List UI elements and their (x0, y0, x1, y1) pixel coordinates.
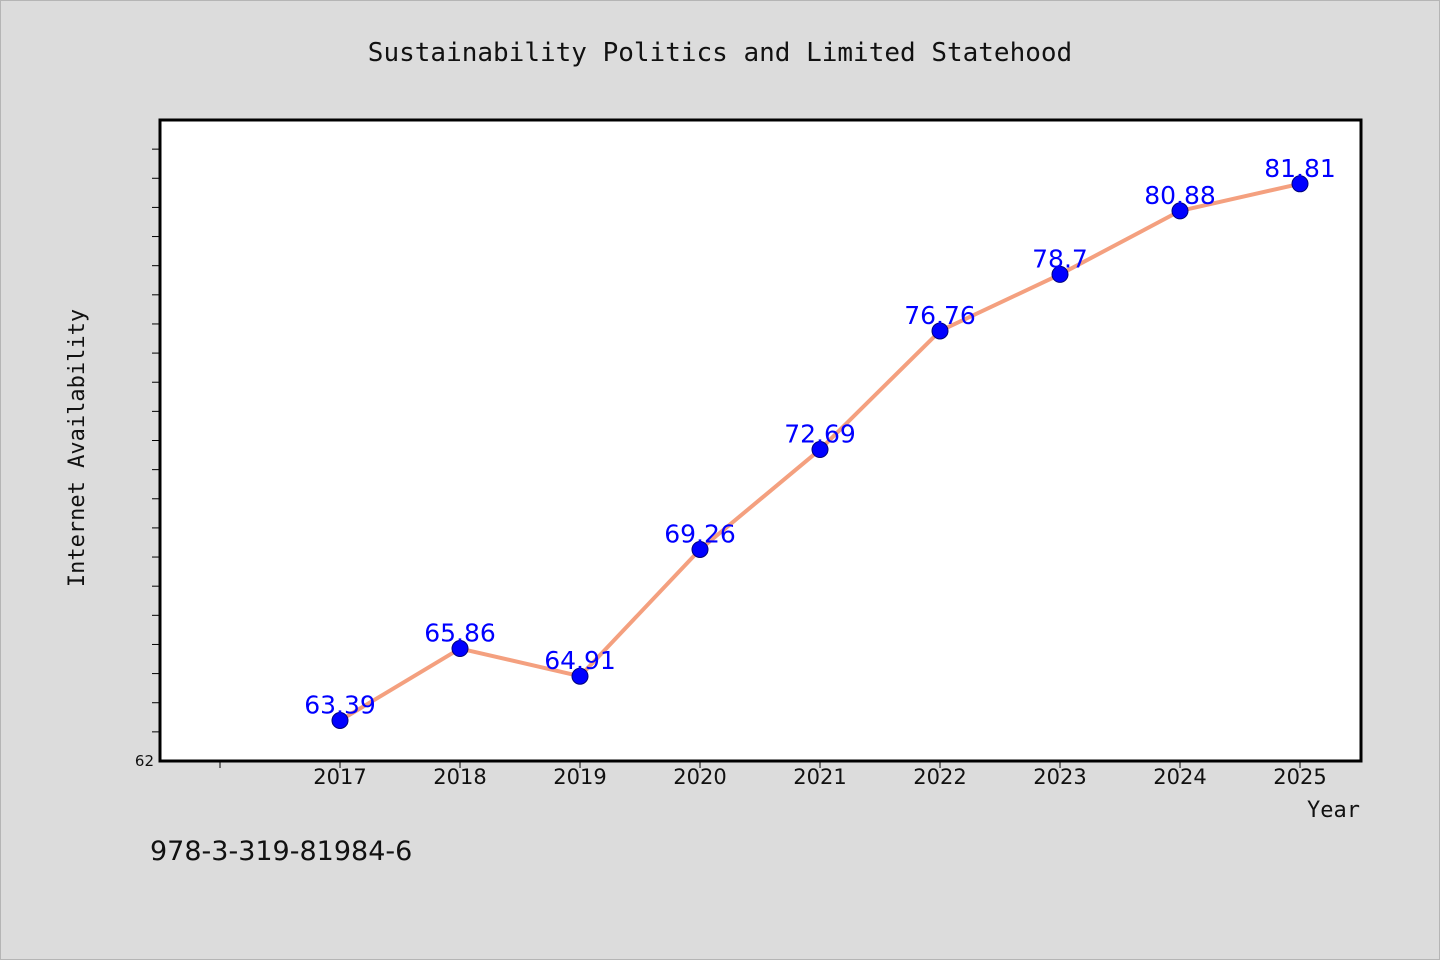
data-label: 78.7 (1032, 244, 1088, 273)
x-tick-label: 2022 (913, 765, 966, 789)
data-label: 69.26 (664, 519, 736, 548)
x-tick-label: 2020 (673, 765, 726, 789)
series-layer (331, 175, 1309, 730)
x-tick-label: 2017 (313, 765, 366, 789)
data-point-marker (451, 640, 469, 658)
data-label: 72.69 (784, 420, 856, 449)
data-label: 64.91 (544, 646, 616, 675)
x-axis-ticks: 2017 2018 2019 2020 2021 2022 2023 2024 2025 (219, 761, 1327, 789)
data-label: 80.88 (1144, 181, 1216, 210)
x-tick-label: 2019 (553, 765, 606, 789)
data-labels-layer: 63.39 65.86 64.91 69.26 72.69 76.76 78.7 80.88 8… (304, 154, 1336, 720)
plot-area (158, 118, 1363, 763)
chart-title: Sustainability Politics and Limited Stat… (368, 38, 1072, 68)
x-tick-label: 2025 (1273, 765, 1326, 789)
data-point-marker (1171, 202, 1189, 220)
data-point-marker (331, 712, 349, 730)
x-tick-label: 2023 (1033, 765, 1086, 789)
data-point-marker (931, 322, 949, 340)
data-label: 63.39 (304, 691, 376, 720)
data-label: 76.76 (904, 301, 976, 330)
y-axis-label: Internet Availability (65, 309, 90, 587)
data-point-marker (571, 667, 589, 685)
y-axis-ticks: 62 (135, 148, 160, 770)
x-axis-label: Year (1307, 798, 1360, 823)
footer-code: 978-3-319-81984-6 (150, 836, 413, 867)
data-point-marker (811, 441, 829, 459)
data-point-marker (1051, 265, 1069, 283)
data-point-marker (691, 540, 709, 558)
x-tick-label: 2024 (1153, 765, 1206, 789)
x-tick-label: 2021 (793, 765, 846, 789)
y-tick-label: 62 (135, 752, 154, 770)
data-point-marker (1291, 175, 1309, 193)
x-tick-label: 2018 (433, 765, 486, 789)
data-label: 65.86 (424, 619, 496, 648)
data-label: 81.81 (1264, 154, 1336, 183)
